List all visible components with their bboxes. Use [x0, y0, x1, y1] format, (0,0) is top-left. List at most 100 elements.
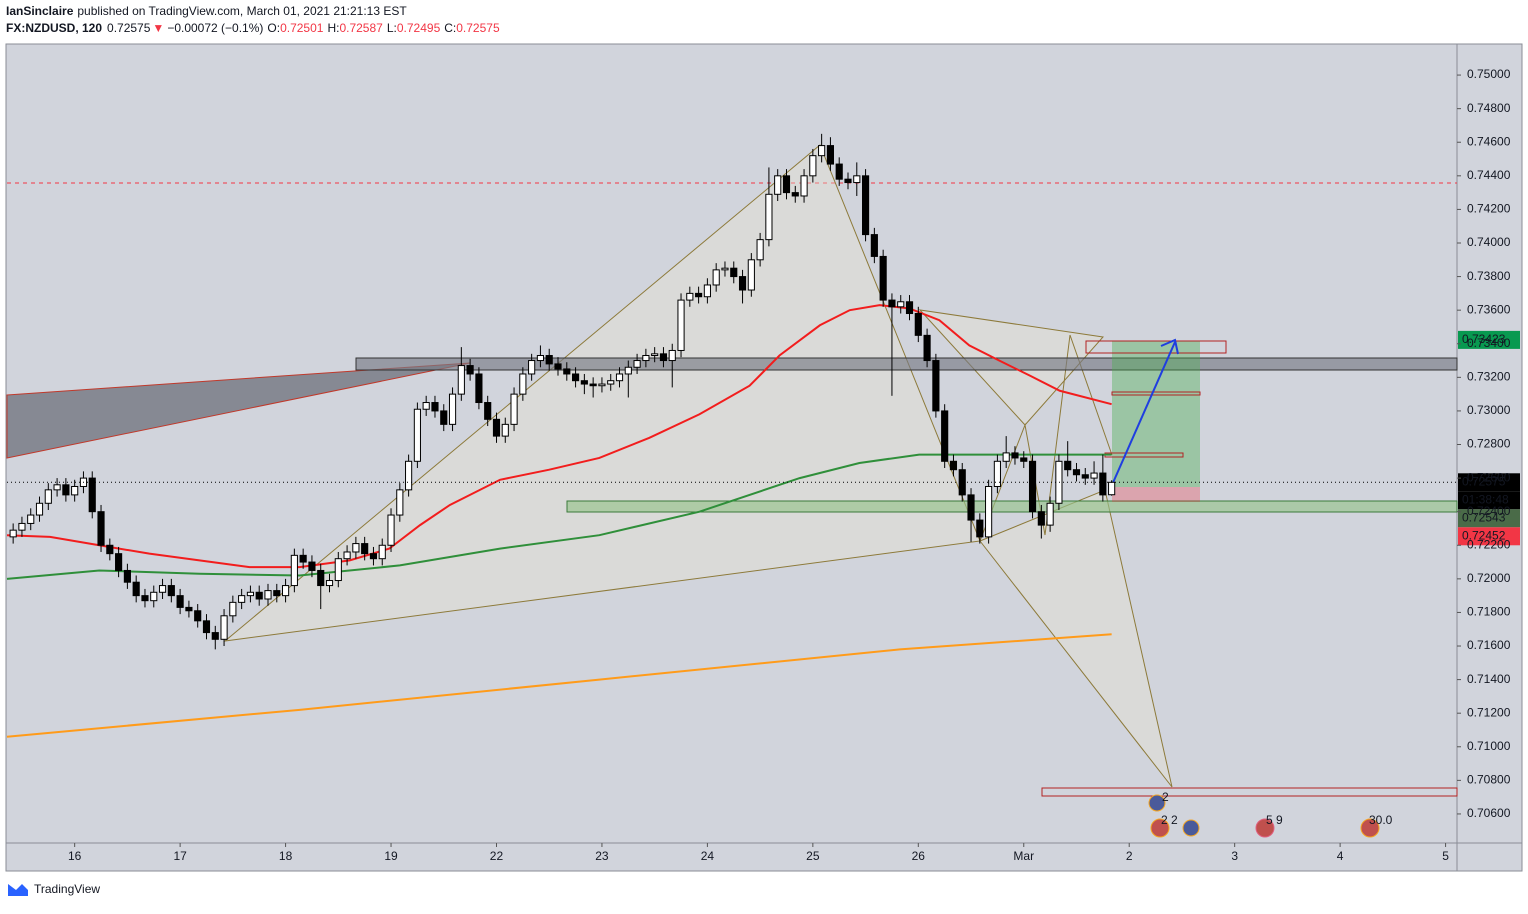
- candle-body: [993, 460, 1001, 487]
- candle-body: [528, 360, 536, 375]
- candle-body: [264, 590, 272, 600]
- event-count: 2: [1162, 790, 1169, 804]
- candle-body: [167, 585, 175, 597]
- candle-body: [976, 519, 984, 538]
- low-value: 0.72495: [397, 21, 441, 35]
- candle-body: [967, 494, 975, 521]
- candle-body: [238, 595, 246, 603]
- x-tick-label: 16: [68, 849, 82, 863]
- candle-body: [712, 269, 720, 286]
- candle-body: [695, 292, 703, 298]
- series-layer: 0.73423 0.72575 01:38:48 0.72543 0.72452: [6, 133, 1520, 738]
- candle-body: [1072, 469, 1081, 476]
- candle-body: [826, 145, 835, 165]
- candle-body: [220, 615, 228, 640]
- candle-body: [765, 193, 773, 241]
- y-tick-label: 0.75000: [1467, 67, 1511, 81]
- candle-body: [879, 255, 887, 301]
- candle-body: [150, 591, 158, 602]
- candle-body: [18, 522, 26, 531]
- candle-body: [563, 368, 571, 375]
- event-icon[interactable]: [1148, 794, 1166, 812]
- candle-body: [510, 393, 518, 425]
- candle-body: [668, 349, 676, 362]
- candle-body: [334, 558, 342, 582]
- candle-body: [448, 393, 457, 425]
- last-price: 0.72575: [107, 21, 151, 35]
- candle-body: [809, 155, 817, 177]
- countdown: 01:38:48: [1462, 492, 1509, 506]
- candle-body: [71, 485, 79, 496]
- event-icon[interactable]: [1150, 818, 1170, 838]
- arrow: [1111, 341, 1176, 486]
- x-tick-label: 25: [806, 849, 820, 863]
- candle-body: [1037, 511, 1045, 526]
- candle-body: [958, 469, 966, 496]
- y-tick-label: 0.72600: [1467, 470, 1511, 484]
- candle-body: [686, 292, 694, 301]
- box: [1111, 391, 1201, 396]
- long-target: [1112, 341, 1200, 487]
- event-icon[interactable]: [1182, 819, 1200, 837]
- candle-body: [888, 299, 896, 308]
- candle-body: [9, 529, 17, 538]
- brand-logo: [8, 884, 28, 896]
- event-icon[interactable]: [1255, 818, 1275, 838]
- box: [1041, 787, 1458, 797]
- low-label: L:: [387, 21, 397, 35]
- candle-body: [774, 175, 782, 195]
- open-value: 0.72501: [280, 21, 324, 35]
- countdown-box: [1458, 491, 1520, 510]
- candle-body: [211, 632, 219, 640]
- candle-body: [343, 551, 351, 560]
- candle-body: [132, 581, 140, 597]
- candle-body: [615, 373, 624, 382]
- price-label: 0.72452: [1462, 528, 1506, 542]
- y-tick-label: 0.70800: [1467, 773, 1511, 787]
- candle-body: [273, 590, 281, 597]
- event-icon[interactable]: [1360, 818, 1380, 838]
- y-tick-label: 0.73800: [1467, 269, 1511, 283]
- candle-body: [897, 301, 905, 308]
- candle-body: [835, 163, 843, 180]
- x-tick-label: 3: [1231, 849, 1238, 863]
- candle-body: [115, 553, 123, 571]
- candle-body: [905, 301, 914, 315]
- x-tick-label: Mar: [1013, 849, 1034, 863]
- candle-body: [633, 360, 641, 368]
- candle-body: [361, 543, 369, 555]
- candle-body: [519, 373, 527, 395]
- candle-body: [554, 363, 562, 370]
- candle-body: [123, 569, 131, 583]
- candle-body: [422, 402, 430, 410]
- candle-body: [1020, 457, 1028, 462]
- close-value: 0.72575: [456, 21, 500, 35]
- moving-average: [6, 453, 1112, 580]
- publisher: IanSinclaire: [6, 4, 74, 18]
- candle-body: [97, 511, 105, 546]
- candle-body: [791, 192, 799, 197]
- y-tick-label: 0.72200: [1467, 537, 1511, 551]
- candle-body: [440, 410, 448, 425]
- candle-body: [194, 610, 202, 622]
- box: [1085, 340, 1227, 354]
- candle-body: [818, 145, 826, 157]
- price-label-box: [1458, 527, 1520, 546]
- candle-body: [800, 175, 808, 197]
- x-tick-label: 22: [490, 849, 504, 863]
- candle-body: [141, 595, 149, 602]
- candle-body: [844, 178, 852, 184]
- candle-body: [642, 355, 650, 362]
- y-tick-label: 0.71200: [1467, 705, 1511, 719]
- candle-body: [176, 595, 184, 608]
- price-label: 0.72575: [1462, 474, 1506, 488]
- event-count: 30.0: [1369, 813, 1393, 827]
- candle-body: [1002, 452, 1010, 462]
- candle-body: [229, 601, 237, 617]
- moving-average: [6, 304, 1112, 569]
- candle-body: [949, 460, 958, 471]
- y-tick-label: 0.73600: [1467, 302, 1511, 316]
- candle-body: [492, 418, 501, 437]
- candle-body: [299, 554, 307, 563]
- candle-body: [88, 477, 96, 513]
